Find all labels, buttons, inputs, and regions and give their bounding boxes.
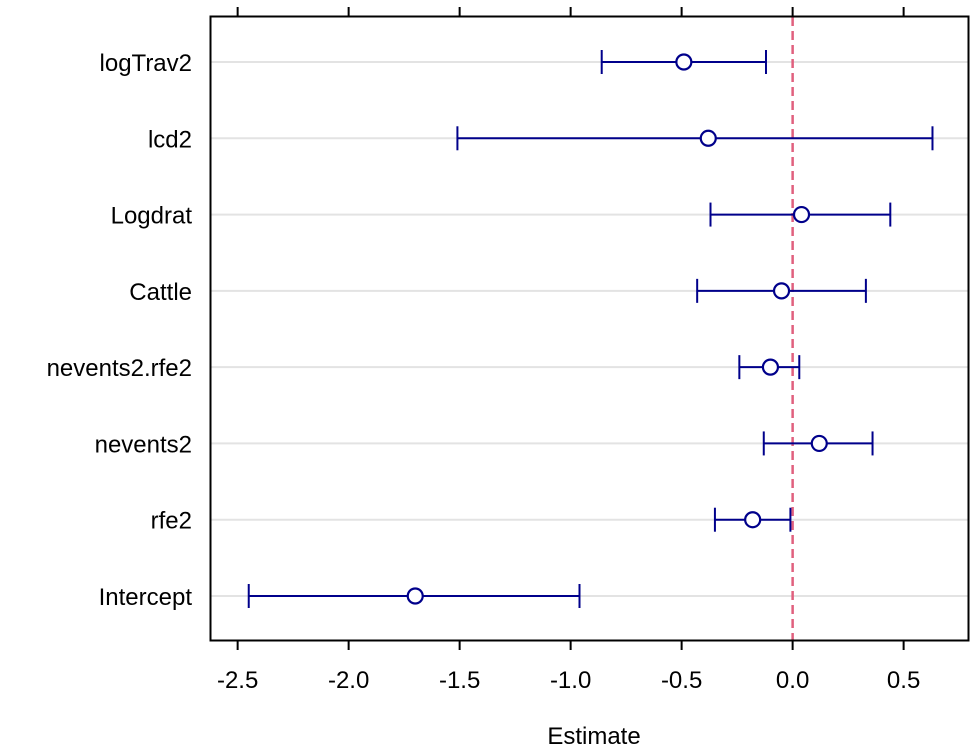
y-tick-label: logTrav2 (100, 50, 192, 77)
x-tick-label: 0.0 (776, 667, 809, 694)
estimate-point (792, 205, 811, 224)
y-tick-label: rfe2 (151, 508, 192, 535)
estimate-row-logtrav2 (600, 50, 767, 74)
estimate-row-nevents2-rfe2 (738, 355, 801, 380)
estimate-row-intercept (247, 584, 581, 608)
x-axis-label: Estimate (547, 723, 640, 749)
x-tick-label: 0.5 (887, 667, 920, 694)
estimate-row-rfe2 (713, 507, 792, 532)
y-tick-label: Intercept (99, 584, 193, 611)
estimates-series (247, 50, 934, 608)
x-tick-label: -0.5 (661, 667, 702, 694)
estimate-row-logdrat (709, 202, 892, 227)
y-tick-label: Logdrat (111, 203, 193, 230)
estimate-row-nevents2 (762, 431, 874, 456)
x-tick-label: -2.0 (328, 667, 369, 694)
estimate-point (761, 358, 780, 376)
grid-lines (211, 61, 968, 597)
x-tick-label: -1.5 (439, 667, 480, 694)
estimate-point (744, 511, 762, 529)
y-tick-label: lcd2 (148, 126, 192, 153)
estimate-row-lcd2 (456, 126, 934, 151)
x-axis-ticks: -2.5 -2.0 -1.5 -1.0 -0.5 0.0 0.5 (217, 7, 920, 694)
y-tick-label: nevents2 (95, 431, 192, 458)
y-tick-label: nevents2.rfe2 (47, 355, 192, 382)
estimate-point (699, 129, 717, 147)
estimate-point (772, 282, 791, 300)
plot-frame (209, 15, 970, 642)
x-tick-label: -1.0 (550, 667, 591, 694)
y-tick-label: Cattle (129, 279, 192, 306)
estimate-point (810, 434, 828, 453)
estimate-point (675, 53, 693, 71)
y-tick-labels: logTrav2 lcd2 Logdrat Cattle nevents2.rfe2 ne… (47, 50, 193, 611)
estimate-point (406, 587, 424, 605)
estimate-row-cattle (696, 278, 867, 303)
x-tick-label: -2.5 (217, 667, 258, 694)
